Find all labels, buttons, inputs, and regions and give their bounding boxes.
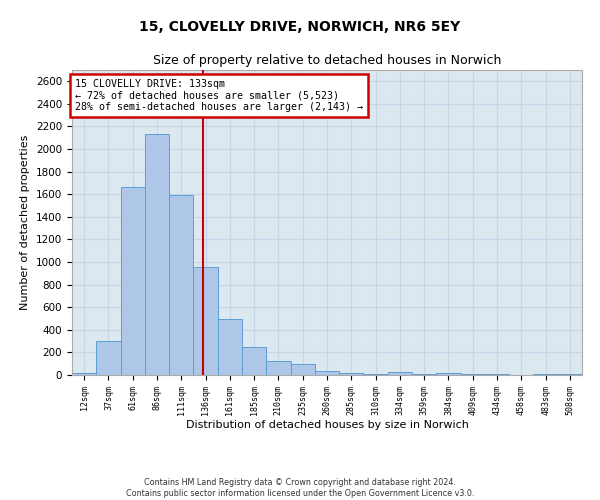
Bar	[218, 318, 242, 375]
Y-axis label: Number of detached properties: Number of detached properties	[20, 135, 31, 310]
Text: 15, CLOVELLY DRIVE, NORWICH, NR6 5EY: 15, CLOVELLY DRIVE, NORWICH, NR6 5EY	[139, 20, 461, 34]
Bar	[315, 371, 339, 375]
Bar	[266, 361, 290, 375]
Bar	[533, 374, 558, 375]
Bar	[242, 348, 266, 375]
X-axis label: Distribution of detached houses by size in Norwich: Distribution of detached houses by size …	[185, 420, 469, 430]
Bar	[96, 341, 121, 375]
Text: 15 CLOVELLY DRIVE: 133sqm
← 72% of detached houses are smaller (5,523)
28% of se: 15 CLOVELLY DRIVE: 133sqm ← 72% of detac…	[74, 79, 362, 112]
Bar	[412, 374, 436, 375]
Text: Contains HM Land Registry data © Crown copyright and database right 2024.
Contai: Contains HM Land Registry data © Crown c…	[126, 478, 474, 498]
Bar	[290, 364, 315, 375]
Title: Size of property relative to detached houses in Norwich: Size of property relative to detached ho…	[153, 54, 501, 68]
Bar	[193, 266, 218, 375]
Bar	[72, 372, 96, 375]
Bar	[558, 374, 582, 375]
Bar	[169, 196, 193, 375]
Bar	[339, 372, 364, 375]
Bar	[388, 372, 412, 375]
Bar	[364, 374, 388, 375]
Bar	[436, 374, 461, 375]
Bar	[485, 374, 509, 375]
Bar	[145, 134, 169, 375]
Bar	[121, 188, 145, 375]
Bar	[461, 374, 485, 375]
